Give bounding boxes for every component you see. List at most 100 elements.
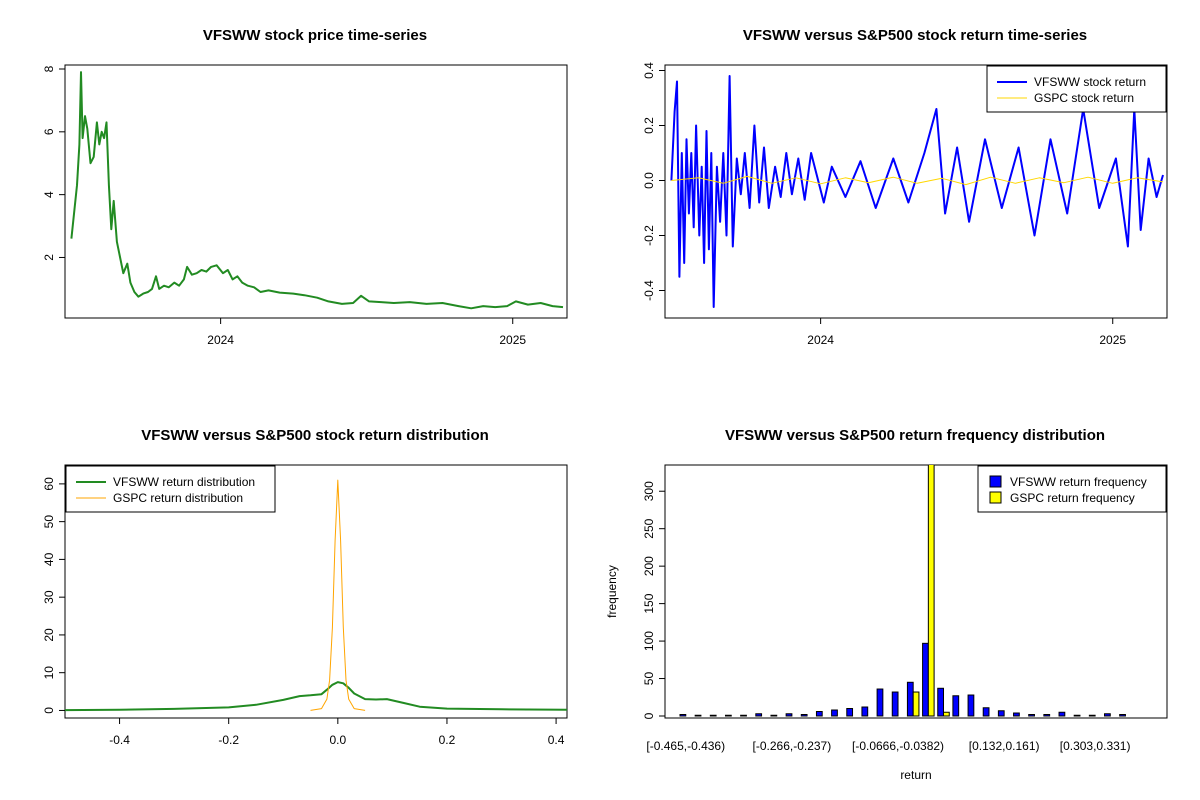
bar-vfsww [1043,714,1051,717]
plot-frame-2 [664,64,1168,319]
y-tick-label: 50 [642,672,656,686]
y-tick-label: 250 [642,518,656,538]
plot-frame-3 [64,464,568,719]
bar-gspc [912,691,920,717]
series-line-vfsww-price [70,71,564,310]
legend: VFSWW stock return GSPC stock return [986,65,1167,113]
series-line-vfsww-density [65,681,567,712]
y-tick-label: 20 [42,628,56,642]
bar-vfsww [906,681,914,717]
bar-vfsww [982,707,990,717]
y-axis-label: frequency [605,565,619,618]
x-tick-label: 0.4 [548,733,565,747]
bar-vfsww [891,691,899,717]
chart-title-2: VFSWW versus S&P500 stock return time-se… [743,27,1087,44]
y-tick-label: 2 [42,254,56,261]
bar-vfsww [709,714,717,717]
legend: VFSWW return distribution GSPC return dis… [65,465,276,513]
y-tick-label: 4 [42,191,56,198]
y-tick-label: 0 [642,712,656,719]
bar-vfsww [1013,712,1020,717]
bar-vfsww [815,711,823,717]
x-tick-label: 2025 [1099,333,1126,347]
y-tick-label: 10 [42,666,56,680]
bar-vfsww [1028,714,1035,717]
legend: VFSWW return frequency GSPC return freque… [977,465,1167,513]
bar-vfsww [846,708,854,717]
y-tick-label: 0.2 [642,117,656,134]
chart-title-4: VFSWW versus S&P500 return frequency dis… [725,427,1105,444]
x-tick-label: [0.303,0.331) [1060,739,1131,753]
y-tick-label: -0.2 [642,225,656,246]
bar-gspc [927,465,935,717]
series-line-gspc-density [310,479,366,711]
y-tick-label: 0.4 [642,62,656,79]
x-tick-label: 2024 [807,333,834,347]
bar-vfsww [724,714,732,717]
bar-vfsww [831,709,838,717]
x-tick-label: -0.2 [218,733,239,747]
legend-label-vfsww-density: VFSWW return distribution [113,475,255,489]
x-tick-label: [-0.266,-0.237) [753,739,832,753]
bar-vfsww [876,688,884,717]
bar-vfsww [770,714,778,717]
bar-gspc [943,711,950,717]
legend-swatch-gspc-frequency [989,491,1002,504]
legend-label-vfsww-frequency: VFSWW return frequency [1010,475,1147,489]
legend-label-vfsww-return: VFSWW stock return [1034,75,1146,89]
y-tick-label: 150 [642,593,656,613]
bar-vfsww [937,687,945,717]
bar-vfsww [694,714,702,717]
legend-swatch-vfsww-frequency [989,475,1002,488]
bar-vfsww [740,714,747,717]
series-line-gspc-return [671,175,1164,186]
x-tick-label: 0.0 [329,733,346,747]
bar-vfsww [922,642,929,717]
legend-box [65,465,276,513]
y-tick-label: 200 [642,556,656,576]
bar-vfsww [1073,714,1081,717]
bar-vfsww [861,706,869,717]
legend-box [986,65,1167,113]
bar-vfsww [785,713,793,717]
bars [679,465,1126,717]
bar-vfsww [967,694,975,717]
bar-vfsww [1119,714,1126,717]
x-tick-label: [0.132,0.161) [969,739,1040,753]
x-tick-label: [-0.465,-0.436) [646,739,725,753]
y-tick-label: 100 [642,631,656,651]
y-tick-label: 50 [42,515,56,529]
plot-frame-1 [64,64,568,319]
x-tick-label: -0.4 [109,733,130,747]
bar-vfsww [800,714,808,717]
x-tick-label: 2025 [499,333,526,347]
x-tick-label: 2024 [207,333,234,347]
y-tick-label: 8 [42,65,56,72]
y-tick-label: -0.4 [642,280,656,301]
bar-vfsww [952,695,960,717]
x-axis-label: return [900,768,931,782]
x-tick-label: 0.2 [439,733,456,747]
chart-title-3: VFSWW versus S&P500 stock return distrib… [141,427,489,444]
bar-vfsww [1058,711,1066,717]
legend-label-gspc-density: GSPC return distribution [113,491,243,505]
y-tick-label: 0.0 [642,172,656,189]
bar-vfsww [679,714,687,717]
legend-label-gspc-frequency: GSPC return frequency [1010,491,1135,505]
y-tick-label: 0 [42,707,56,714]
bar-vfsww [755,713,763,717]
bar-vfsww [997,710,1005,717]
y-tick-label: 300 [642,481,656,501]
legend-label-gspc-return: GSPC stock return [1034,91,1134,105]
bar-vfsww [1088,714,1096,717]
y-tick-label: 40 [42,552,56,566]
legend-box [977,465,1167,513]
chart-title-1: VFSWW stock price time-series [203,27,427,44]
bar-vfsww [1104,713,1111,717]
plot-frame-4 [664,464,1168,719]
y-tick-label: 30 [42,590,56,604]
y-tick-label: 6 [42,128,56,135]
y-tick-label: 60 [42,477,56,491]
